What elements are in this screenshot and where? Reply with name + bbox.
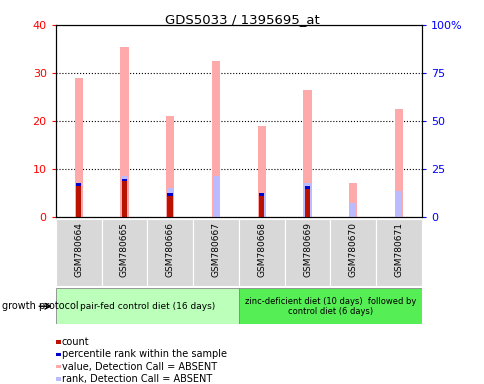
Bar — [101, 219, 147, 286]
Bar — [395, 190, 401, 217]
Bar — [167, 193, 173, 196]
Bar — [76, 184, 81, 186]
Bar — [212, 61, 220, 217]
Bar — [212, 176, 219, 217]
Bar — [121, 176, 127, 217]
Text: GSM780668: GSM780668 — [257, 222, 266, 277]
Bar — [238, 219, 284, 286]
Bar — [76, 184, 81, 217]
Bar — [56, 219, 101, 286]
Bar — [121, 179, 127, 182]
Text: rank, Detection Call = ABSENT: rank, Detection Call = ABSENT — [62, 374, 212, 384]
Bar — [238, 288, 421, 324]
Bar — [304, 184, 310, 217]
Bar — [167, 188, 173, 217]
Bar — [258, 193, 264, 196]
Bar — [76, 184, 81, 217]
Text: percentile rank within the sample: percentile rank within the sample — [62, 349, 227, 359]
Bar — [75, 78, 83, 217]
Bar — [376, 219, 421, 286]
Text: GDS5033 / 1395695_at: GDS5033 / 1395695_at — [165, 13, 319, 26]
Bar — [56, 288, 238, 324]
Text: pair-fed control diet (16 days): pair-fed control diet (16 days) — [79, 302, 214, 311]
Bar — [120, 46, 128, 217]
Bar — [258, 193, 264, 217]
Bar — [394, 109, 402, 217]
Bar — [304, 186, 310, 217]
Bar — [303, 90, 311, 217]
Bar — [348, 184, 357, 217]
Bar — [284, 219, 330, 286]
Text: GSM780670: GSM780670 — [348, 222, 357, 277]
Bar — [257, 126, 265, 217]
Text: GSM780671: GSM780671 — [394, 222, 403, 277]
Text: count: count — [62, 337, 90, 347]
Bar — [193, 219, 238, 286]
Bar — [147, 219, 193, 286]
Bar — [258, 193, 264, 217]
Text: growth protocol: growth protocol — [2, 301, 79, 311]
Bar — [330, 219, 376, 286]
Bar — [167, 193, 173, 217]
Bar — [166, 116, 174, 217]
Text: GSM780664: GSM780664 — [74, 222, 83, 277]
Text: GSM780666: GSM780666 — [166, 222, 174, 277]
Text: zinc-deficient diet (10 days)  followed by
control diet (6 days): zinc-deficient diet (10 days) followed b… — [244, 296, 415, 316]
Text: GSM780665: GSM780665 — [120, 222, 129, 277]
Bar — [349, 203, 356, 217]
Bar — [304, 186, 310, 189]
Text: GSM780667: GSM780667 — [211, 222, 220, 277]
Text: value, Detection Call = ABSENT: value, Detection Call = ABSENT — [62, 361, 216, 372]
Bar — [121, 179, 127, 217]
Text: GSM780669: GSM780669 — [302, 222, 311, 277]
